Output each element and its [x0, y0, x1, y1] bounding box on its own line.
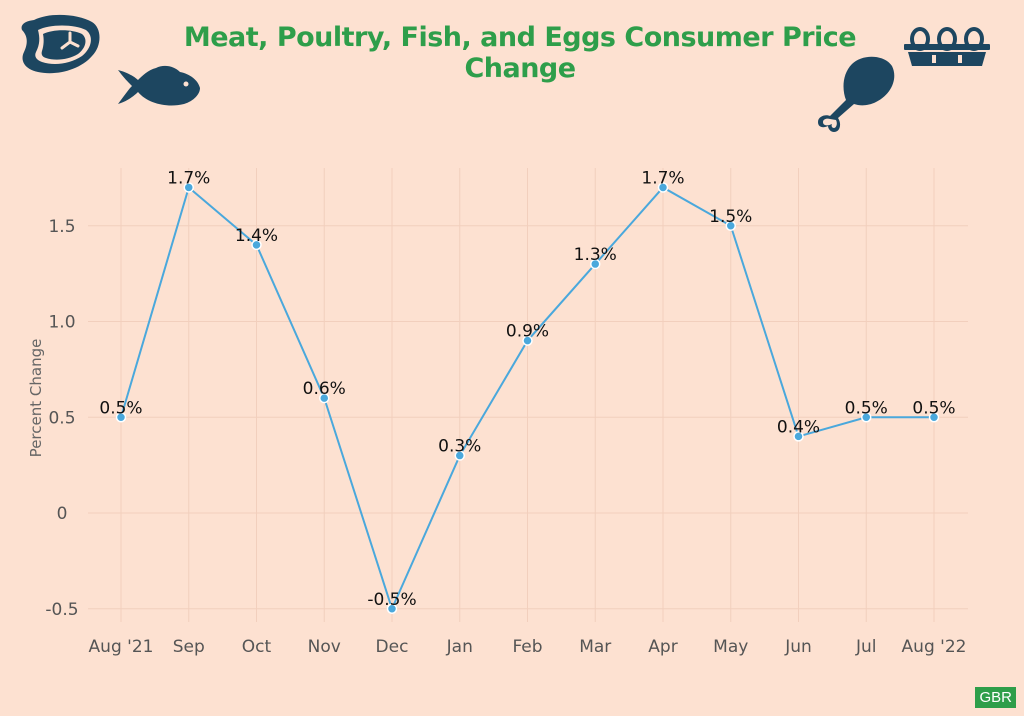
y-tick-label: -0.5	[45, 600, 78, 620]
data-label: 1.4%	[235, 226, 278, 246]
data-point	[386, 603, 398, 614]
y-axis-label: Percent Change	[27, 339, 45, 458]
x-tick-label: Jun	[784, 637, 812, 657]
x-tick-label: Apr	[648, 637, 677, 657]
data-label: 0.9%	[506, 322, 549, 342]
y-tick-label: 1.5	[48, 217, 75, 237]
fish-icon	[118, 65, 200, 106]
data-label: 1.3%	[574, 245, 617, 265]
y-tick-label: 0	[57, 504, 68, 524]
chicken-leg-icon	[818, 56, 895, 132]
data-point	[861, 412, 872, 423]
data-point	[115, 412, 127, 423]
x-tick-label: Sep	[173, 637, 205, 657]
data-point	[251, 239, 262, 251]
data-point	[793, 431, 804, 442]
data-label: 0.3%	[438, 437, 481, 457]
x-tick-label: May	[713, 637, 748, 657]
data-point	[725, 220, 736, 231]
y-tick-label: 0.5	[48, 408, 75, 428]
y-tick-label: 1.0	[48, 313, 75, 333]
data-label: 0.5%	[99, 398, 142, 418]
data-label: -0.5%	[367, 590, 416, 610]
data-point	[522, 335, 533, 346]
data-label: 0.5%	[845, 398, 888, 418]
data-point	[454, 450, 465, 461]
data-label: 0.4%	[777, 417, 820, 437]
data-label: 1.7%	[641, 168, 684, 188]
x-tick-label: Jul	[855, 637, 877, 657]
x-tick-label: Oct	[242, 637, 272, 657]
data-point	[183, 182, 194, 193]
x-tick-label: Mar	[579, 637, 611, 657]
data-point	[928, 412, 940, 423]
x-tick-label: Nov	[308, 637, 341, 657]
data-label: 1.7%	[167, 168, 210, 188]
chart-title: Meat, Poultry, Fish, and Eggs Consumer P…	[183, 22, 857, 84]
x-tick-label: Jan	[446, 637, 473, 657]
data-label: 1.5%	[709, 207, 752, 227]
data-point	[319, 392, 330, 404]
gbr-logo-badge: GBR	[975, 687, 1016, 708]
x-tick-label: Dec	[376, 637, 409, 657]
egg-carton-icon	[904, 27, 990, 66]
data-label: 0.5%	[912, 398, 955, 418]
data-point	[657, 182, 669, 193]
steak-icon	[21, 14, 100, 74]
x-tick-label: Aug '21	[89, 637, 154, 657]
x-tick-label: Feb	[512, 637, 542, 657]
data-label: 0.6%	[303, 379, 346, 399]
x-tick-label: Aug '22	[902, 637, 967, 657]
data-point	[590, 258, 601, 270]
